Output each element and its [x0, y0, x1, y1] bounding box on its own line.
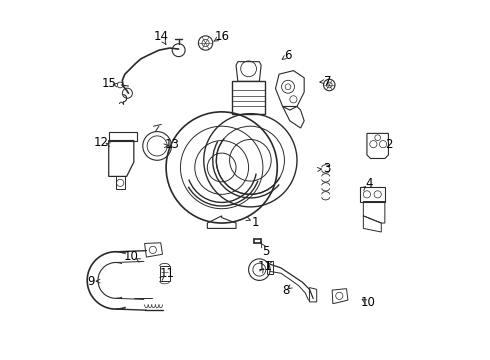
Text: 11: 11: [258, 260, 272, 273]
Text: 3: 3: [323, 162, 330, 175]
Text: 11: 11: [159, 267, 174, 280]
Text: 9: 9: [87, 275, 95, 288]
Text: 4: 4: [366, 177, 373, 190]
Text: 10: 10: [124, 249, 139, 262]
Text: 7: 7: [324, 75, 331, 88]
Text: 2: 2: [385, 138, 392, 151]
Text: 16: 16: [214, 30, 229, 43]
Text: 15: 15: [101, 77, 116, 90]
Text: 1: 1: [252, 216, 260, 229]
Text: 10: 10: [360, 296, 375, 309]
Text: 12: 12: [93, 136, 108, 149]
Text: 5: 5: [262, 244, 270, 257]
Text: 8: 8: [282, 284, 289, 297]
Text: 6: 6: [284, 49, 292, 62]
Text: 14: 14: [153, 30, 168, 43]
Text: 13: 13: [165, 138, 179, 151]
